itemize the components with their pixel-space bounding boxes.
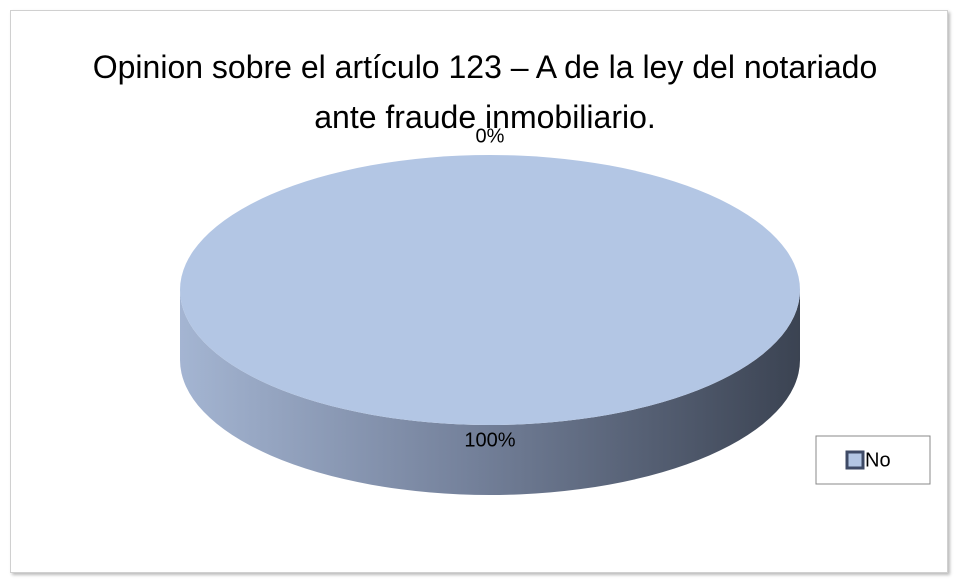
chart-frame xyxy=(10,10,948,573)
legend-box xyxy=(815,435,931,485)
pie-side xyxy=(180,290,800,495)
legend-swatch xyxy=(845,450,865,470)
legend-label: No xyxy=(865,449,891,471)
chart-title: Opinion sobre el artículo 123 – A de la … xyxy=(92,49,878,135)
data-label: 100% xyxy=(464,429,515,451)
data-label: 0% xyxy=(476,125,505,147)
pie-slice xyxy=(180,155,800,425)
